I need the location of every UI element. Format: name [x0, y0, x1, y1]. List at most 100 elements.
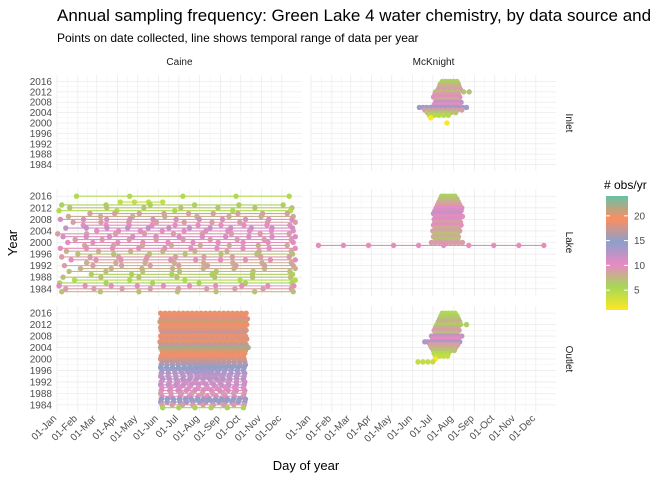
y-tick-label: 1996 [30, 366, 53, 377]
point-2006 [264, 222, 270, 228]
legend-label: 10 [634, 261, 646, 272]
point-1983 [251, 288, 258, 295]
point-1997 [160, 248, 166, 254]
point-2012 [141, 205, 147, 211]
point-1999 [420, 359, 426, 365]
point-1995 [172, 254, 179, 260]
point-1998 [135, 245, 142, 251]
point-1999 [541, 242, 547, 249]
point-2000 [65, 239, 71, 246]
point-1983 [290, 288, 296, 295]
point-1996 [75, 251, 81, 257]
point-1983 [213, 288, 219, 295]
point-1998 [57, 245, 64, 251]
y-axis-title: Year [5, 229, 20, 256]
point-2003 [445, 112, 452, 118]
panel-caine-inlet [56, 75, 302, 171]
point-1985 [82, 283, 88, 289]
legend-label: 5 [634, 286, 640, 297]
point-1983 [136, 288, 142, 295]
y-tick-label: 2012 [30, 320, 53, 331]
point-2005 [63, 225, 69, 231]
point-1999 [466, 242, 472, 249]
point-1983 [159, 405, 166, 411]
point-2016 [73, 193, 80, 199]
point-2005 [104, 225, 110, 231]
point-1983 [224, 405, 230, 411]
point-1985 [216, 399, 222, 405]
point-1993 [200, 260, 207, 266]
point-1983 [208, 405, 214, 411]
point-1984 [231, 402, 237, 408]
point-1996 [182, 251, 188, 257]
point-1994 [217, 257, 224, 263]
chart-subtitle: Points on date collected, line shows tem… [57, 31, 419, 45]
point-2008 [103, 216, 110, 223]
facet-strip-caine: Caine [166, 57, 193, 68]
point-2006 [241, 222, 247, 228]
point-1991 [200, 265, 206, 272]
point-1989 [128, 271, 135, 278]
point-2003 [54, 231, 61, 237]
y-tick-label: 2004 [30, 108, 53, 119]
point-1994 [68, 257, 74, 263]
point-1999 [491, 242, 497, 249]
point-1992 [118, 262, 125, 269]
point-2004 [225, 228, 231, 234]
point-2012 [466, 89, 472, 95]
legend: # obs/yr 5 10 15 20 [604, 178, 647, 310]
point-2016 [233, 193, 239, 199]
point-1994 [267, 257, 274, 263]
point-1984 [203, 286, 210, 292]
point-1994 [93, 257, 99, 263]
point-1999 [168, 242, 175, 249]
point-1987 [237, 277, 243, 283]
point-2014 [159, 199, 166, 205]
point-1985 [265, 283, 271, 289]
point-2001 [261, 236, 267, 243]
point-1991 [169, 265, 176, 272]
point-1999 [516, 242, 522, 249]
legend-colorbar [606, 196, 628, 310]
point-1999 [315, 242, 322, 249]
point-1989 [169, 271, 175, 278]
point-2005 [459, 107, 465, 113]
point-2002 [106, 234, 113, 240]
point-1991 [173, 382, 179, 388]
point-2001 [444, 353, 451, 359]
point-1993 [142, 260, 148, 266]
y-tick-label: 1984 [30, 160, 53, 171]
point-2007 [292, 219, 298, 225]
point-1985 [235, 399, 242, 405]
point-2007 [209, 219, 215, 225]
point-2008 [57, 216, 64, 223]
point-2000 [265, 239, 271, 246]
point-1992 [176, 262, 182, 269]
point-1990 [140, 268, 146, 275]
point-2016 [180, 193, 186, 199]
point-1991 [292, 265, 298, 272]
point-2009 [65, 213, 72, 220]
point-1998 [292, 245, 298, 251]
point-1992 [204, 262, 211, 269]
point-2010 [235, 210, 241, 217]
point-1997 [224, 248, 230, 254]
point-2000 [115, 239, 121, 246]
point-1999 [226, 242, 233, 249]
facet-strip-lake: Lake [563, 232, 574, 254]
point-1984 [63, 286, 69, 292]
point-1995 [207, 370, 213, 377]
point-2001 [234, 236, 240, 243]
point-2012 [252, 205, 258, 211]
point-1998 [214, 245, 220, 251]
point-1986 [149, 280, 156, 286]
y-tick-label: 1988 [30, 150, 53, 161]
y-tick-label: 2016 [30, 77, 53, 88]
point-1985 [134, 283, 141, 289]
point-1994 [242, 257, 249, 263]
point-1988 [249, 274, 256, 280]
y-tick-label: 2008 [30, 98, 53, 109]
point-1993 [171, 260, 178, 266]
point-2000 [459, 239, 466, 246]
point-1984 [169, 402, 175, 408]
